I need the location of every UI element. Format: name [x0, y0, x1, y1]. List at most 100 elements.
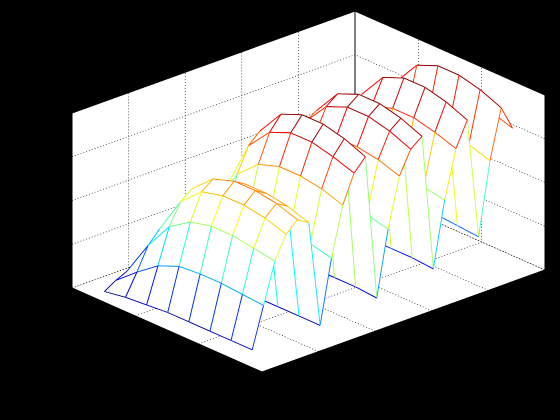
mesh-line	[236, 145, 249, 175]
mesh-line	[125, 272, 138, 298]
mesh-line	[479, 89, 502, 109]
mesh-line	[468, 89, 481, 145]
mesh-line	[300, 142, 313, 177]
mesh-line	[412, 257, 434, 270]
mesh-face	[400, 118, 434, 269]
mesh-face	[347, 94, 380, 117]
mesh-line	[424, 87, 447, 103]
mesh-line	[255, 190, 267, 194]
mesh-line	[167, 312, 190, 323]
mesh-face	[180, 178, 213, 202]
mesh-line	[389, 130, 411, 150]
mesh-face	[326, 93, 359, 108]
mesh-face	[232, 205, 266, 249]
mesh-line	[421, 136, 434, 269]
mesh-line	[368, 103, 381, 117]
mesh-line	[190, 221, 212, 227]
mesh-line	[413, 87, 426, 118]
mesh-line	[387, 175, 400, 230]
mesh-face	[265, 203, 298, 235]
mesh-line	[264, 217, 287, 235]
mesh-line	[168, 201, 182, 227]
mesh-line	[311, 141, 334, 158]
mesh-line	[146, 265, 159, 306]
mesh-face	[321, 156, 355, 206]
mesh-line	[310, 243, 332, 259]
mesh-face	[234, 181, 267, 194]
mesh-line	[257, 132, 271, 165]
mesh-line	[413, 117, 436, 133]
mesh-line	[332, 138, 345, 158]
mesh-line	[188, 273, 201, 322]
mesh-line	[390, 247, 413, 259]
mesh-line	[379, 103, 402, 119]
mesh-line	[290, 132, 313, 143]
mesh-line	[243, 204, 266, 219]
mesh-line	[232, 205, 245, 236]
mesh-line	[382, 77, 404, 79]
mesh-line	[188, 321, 211, 332]
mesh-face	[311, 124, 345, 157]
mesh-face	[255, 190, 288, 207]
mesh-line	[468, 144, 491, 162]
mesh-line	[432, 199, 446, 269]
mesh-face	[253, 218, 287, 262]
mesh-line	[279, 132, 292, 167]
mesh-line	[319, 258, 332, 326]
mesh-line	[241, 248, 255, 295]
mesh-line	[115, 271, 138, 281]
mesh-line	[233, 180, 256, 192]
mesh-line	[335, 107, 348, 138]
mesh-line	[300, 175, 322, 190]
mesh-face	[158, 222, 191, 267]
mesh-line	[104, 291, 126, 298]
mesh-line	[255, 190, 277, 204]
mesh-line	[251, 305, 264, 350]
mesh-line	[169, 221, 191, 228]
mesh-line	[253, 247, 276, 262]
mesh-line	[356, 116, 369, 148]
mesh-line	[277, 306, 300, 317]
mesh-line	[189, 191, 203, 223]
mesh-line	[458, 74, 481, 91]
mesh-line	[389, 118, 402, 132]
mesh-line	[344, 138, 366, 158]
mesh-line	[180, 191, 202, 203]
mesh-line	[332, 156, 355, 174]
mesh-line	[500, 107, 513, 129]
mesh-line	[410, 136, 423, 150]
mesh-line	[211, 195, 224, 227]
mesh-line	[222, 180, 235, 197]
mesh-line	[377, 130, 390, 160]
mesh-line	[191, 178, 214, 190]
mesh-line	[353, 156, 366, 174]
mesh-line	[209, 283, 222, 332]
mesh-line	[157, 226, 170, 266]
mesh-line	[423, 186, 445, 201]
mesh-line	[331, 205, 344, 259]
mesh-face	[243, 190, 277, 218]
mesh-line	[342, 172, 355, 206]
mesh-face	[169, 191, 202, 227]
mesh-line	[325, 93, 338, 107]
mesh-line	[280, 113, 303, 116]
mesh-line	[337, 93, 359, 95]
mesh-face	[136, 226, 170, 273]
mesh-line	[316, 93, 338, 112]
mesh-line	[457, 225, 479, 238]
mesh-line	[136, 265, 159, 273]
mesh-line	[199, 226, 212, 275]
mesh-line	[434, 101, 447, 133]
mesh-line	[264, 203, 277, 219]
mesh-line	[248, 131, 270, 147]
mesh-line	[200, 273, 222, 284]
mesh-face	[389, 118, 422, 150]
mesh-line	[400, 117, 423, 137]
mesh-line	[263, 261, 276, 306]
mesh-face	[333, 138, 366, 174]
mesh-line	[167, 266, 180, 313]
mesh-line	[489, 107, 502, 162]
mesh-line	[201, 191, 223, 197]
mesh-line	[290, 114, 303, 134]
mesh-line	[376, 229, 389, 299]
